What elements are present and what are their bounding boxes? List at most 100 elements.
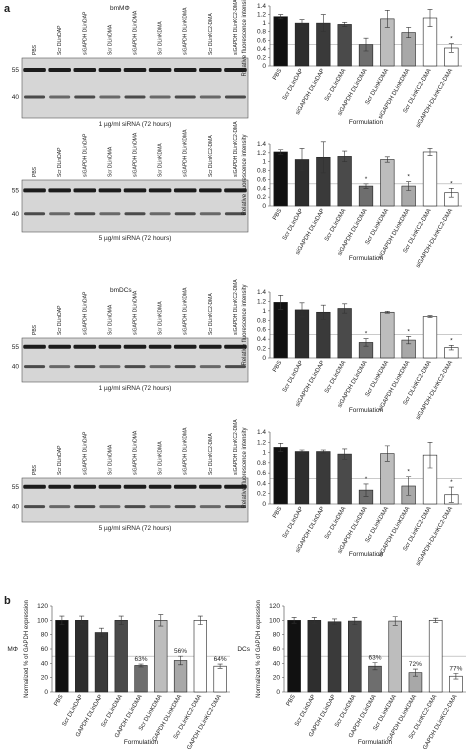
bar [337,24,352,67]
y-tick-label: 0.8 [257,317,266,324]
panel-label: a [4,3,11,15]
band [124,212,146,216]
y-tick-label: 0 [262,355,266,362]
lane-label: Scr DLinDMA [107,304,113,335]
band [123,188,147,193]
band [173,484,197,489]
blot-image [21,337,249,383]
annotation: 72% [409,661,422,668]
band [48,188,71,193]
y-axis-label: Relative fluorescence intensity [242,0,248,77]
lane-label: Scr DLinKDMA [158,21,164,55]
error-bar [342,303,348,314]
x-tick-label: PBS [272,208,283,221]
x-axis-label: Formulation [124,739,159,746]
band [98,484,122,489]
band [174,212,196,216]
y-tick-label: 100 [269,617,280,624]
bar [348,620,362,693]
band [124,505,146,509]
lane-label: siGAPDH DLinDAP [82,291,88,335]
annotation: * [365,176,368,183]
lane-label: siGAPDH DLinKC2-DMA [233,121,239,177]
lane-label: PBS [32,44,38,55]
error-bar [448,43,454,53]
lane-label: PBS [32,464,38,475]
y-tick-label: 0.8 [257,168,266,175]
lane-label: siGAPDH DLinKC2-DMA [233,0,239,55]
error-bar [448,344,454,351]
band [74,212,96,216]
error-bar [311,617,317,624]
band [99,365,121,369]
error-bar [427,315,433,318]
error-bar [406,181,412,191]
error-bar [278,443,284,452]
bar [380,159,395,207]
lane-label: Scr DLinKC2-DMA [208,135,214,177]
lane-label: siGAPDH DLinDMA [133,132,139,177]
marker-label: 40 [12,364,20,371]
y-tick-label: 1.4 [257,141,266,148]
bar [154,620,168,693]
y-tick-label: 0 [262,501,266,508]
blot-image [21,57,249,119]
bar [428,620,443,693]
band [149,212,171,216]
band [49,365,71,369]
blot-image [21,179,249,233]
band [173,68,197,72]
lane-label: siGAPDH DLinDAP [82,11,88,55]
bar [173,660,188,693]
lane-label: siGAPDH DLinKDMA [183,129,189,177]
error-bar [448,187,454,198]
band [224,344,247,349]
annotation: * [407,174,410,181]
blot-caption: 5 µg/ml siRNA (72 hours) [99,525,172,532]
y-tick-label: 1.4 [257,3,266,10]
lane-label: siGAPDH DLinDMA [133,290,139,335]
y-tick-label: 0.2 [257,491,266,498]
error-bar [406,336,412,345]
y-tick-label: 120 [37,603,48,610]
lane-label: siGAPDH DLinKDMA [183,7,189,55]
band [73,344,97,349]
x-tick-label: Scr DLinDAP [282,208,305,242]
y-tick-label: 1 [262,308,266,315]
x-tick-label: Scr DLinDAP [294,694,317,728]
band [49,212,71,216]
y-tick-label: 0.4 [257,185,266,192]
band [74,95,96,99]
bar [75,620,89,693]
x-axis-label: Formulation [358,739,393,746]
lane-label: siGAPDH DLinKC2-DMA [233,419,239,475]
error-bar [98,627,104,638]
annotation: * [450,337,453,344]
error-bar [320,141,326,174]
error-bar [332,618,338,625]
band [224,505,246,509]
band [73,188,97,193]
y-tick-label: 0.6 [257,176,266,183]
y-tick-label: 1.2 [257,298,266,305]
lane-label: siGAPDH DLinKC2-DMA [233,279,239,335]
bar [55,620,69,693]
panel-label: b [4,595,11,607]
error-bar [352,617,358,625]
bar [358,185,374,207]
x-tick-label: GAPDH DLinKC2-DMA [186,694,222,749]
marker-label: 55 [12,67,20,74]
x-tick-label: PBS [272,506,283,519]
bar [327,621,342,693]
error-bar [342,150,348,163]
bar [316,451,331,505]
y-tick-label: 0.2 [257,194,266,201]
lane-label: siGAPDH DLinDAP [82,133,88,177]
band [174,505,196,509]
band [174,95,196,99]
band [23,484,46,489]
band [148,344,172,349]
x-axis-label: Formulation [349,255,384,262]
section-label: bmMΦ [110,5,130,12]
y-tick-label: 0 [44,689,48,696]
